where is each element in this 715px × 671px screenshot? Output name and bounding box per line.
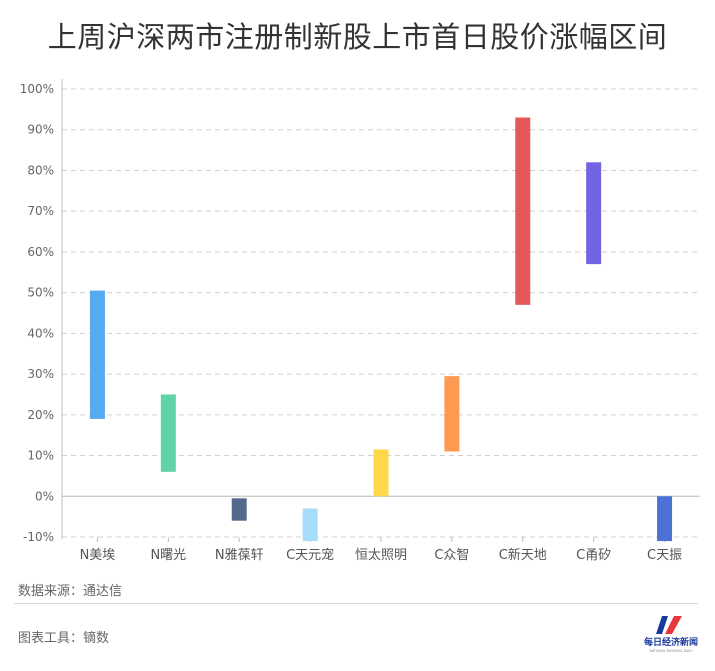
- logo-mark-left: [656, 616, 668, 634]
- chart-tool-note: 图表工具：镝数: [18, 631, 110, 646]
- data-source-note: 数据来源：通达信: [18, 584, 123, 599]
- bar-5: [373, 449, 389, 497]
- y-tick-label: 60%: [27, 245, 54, 259]
- x-tick-label: C天振: [647, 548, 682, 563]
- y-tick-label: 40%: [27, 326, 54, 340]
- logo-text: 每日经济新闻: [644, 636, 698, 648]
- y-tick-label: 80%: [27, 163, 54, 177]
- x-tick-label: C天元宠: [286, 547, 334, 563]
- bar-2: [160, 394, 176, 472]
- nbd-logo: 每日经济新闻 NATIONAL BUSINESS DAILY: [644, 616, 698, 653]
- y-tick-label: 20%: [27, 408, 54, 422]
- logo-mark-right: [665, 616, 682, 634]
- bar-6: [444, 376, 460, 452]
- bar-1: [89, 290, 105, 419]
- y-tick-label: 90%: [27, 123, 54, 137]
- tick-labels: -10% 0% 10% 20% 30% 40% 50% 60% 70% 80% 90% 100% N美埃…: [20, 82, 682, 563]
- x-tick-label: 恒太照明: [355, 548, 407, 563]
- bar-7: [515, 117, 531, 305]
- bar-8: [586, 162, 602, 265]
- x-tick-label: C甬矽: [576, 548, 611, 563]
- y-tick-label: 30%: [27, 367, 54, 381]
- y-tick-label: 100%: [20, 82, 54, 96]
- x-tick-label: N美埃: [80, 548, 116, 563]
- y-tick-label: -10%: [23, 530, 54, 544]
- footer-divider: [14, 603, 698, 604]
- x-tick-label: C新天地: [499, 547, 547, 563]
- x-tick-label: C众智: [434, 548, 469, 563]
- y-tick-label: 50%: [27, 286, 54, 300]
- logo-subtext: NATIONAL BUSINESS DAILY: [650, 649, 693, 653]
- y-tick-label: 70%: [27, 204, 54, 218]
- y-tick-label: 10%: [27, 449, 54, 463]
- bars: [89, 117, 673, 542]
- bar-4: [302, 508, 318, 542]
- bar-9: [657, 496, 673, 542]
- floating-bar-chart: -10% 0% 10% 20% 30% 40% 50% 60% 70% 80% 90% 100% N美埃…: [20, 79, 700, 563]
- x-tick-label: N曙光: [150, 548, 186, 563]
- y-tick-label: 0%: [35, 489, 54, 503]
- chart-title: 上周沪深两市注册制新股上市首日股价涨幅区间: [47, 20, 668, 54]
- x-tick-label: N雅葆轩: [215, 548, 264, 563]
- bar-3: [231, 498, 247, 521]
